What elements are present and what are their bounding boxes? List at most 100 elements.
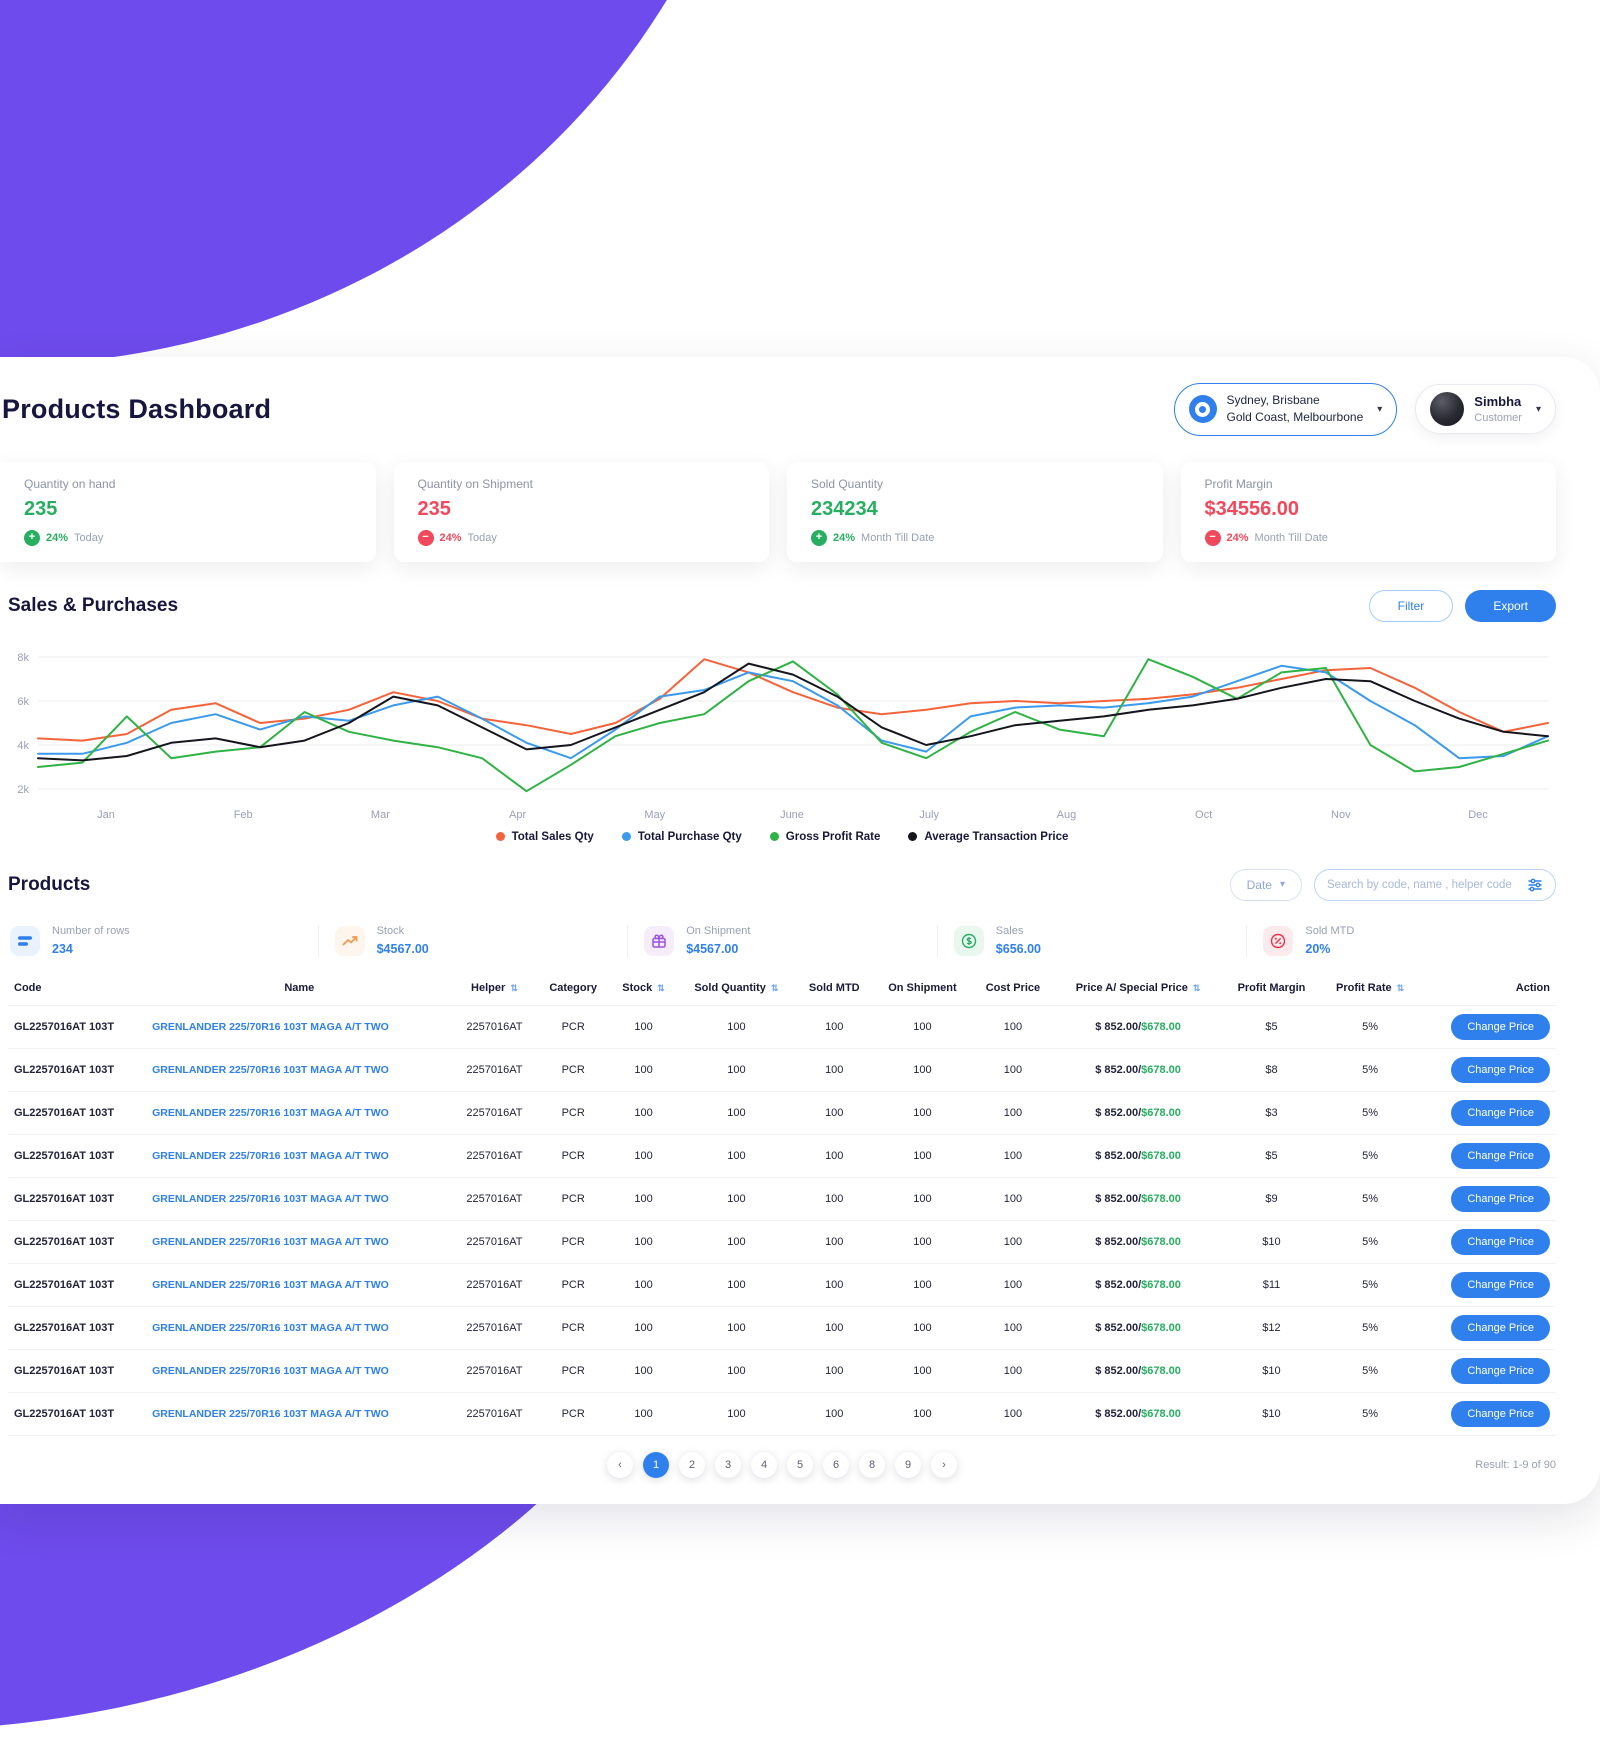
cell-action: Change Price xyxy=(1419,1048,1556,1093)
product-name-link[interactable]: GRENLANDER 225/70R16 103T MAGA A/T TWO xyxy=(152,1193,389,1206)
search-box[interactable] xyxy=(1314,868,1556,901)
pagination-page-9[interactable]: 9 xyxy=(895,1452,921,1479)
product-name-link[interactable]: GRENLANDER 225/70R16 103T MAGA A/T TWO xyxy=(152,1150,389,1163)
column-header-profit_rate[interactable]: Profit Rate ⇅ xyxy=(1320,971,1420,1007)
change-price-button[interactable]: Change Price xyxy=(1451,1014,1550,1041)
special-price: $678.00 xyxy=(1141,1021,1181,1034)
cell-code: GL2257016AT 103T xyxy=(8,1091,147,1136)
cell-stock: 100 xyxy=(609,1349,678,1394)
change-price-button[interactable]: Change Price xyxy=(1451,1401,1550,1428)
svg-text:Nov: Nov xyxy=(1331,809,1351,821)
pagination-prev[interactable]: ‹ xyxy=(607,1452,633,1479)
cell-profit_rate: 5% xyxy=(1320,1306,1420,1351)
cell-stock: 100 xyxy=(609,1263,678,1308)
sort-icon[interactable]: ⇅ xyxy=(1192,983,1201,994)
column-header-helper[interactable]: Helper ⇅ xyxy=(452,971,537,1007)
stat-value: 235 xyxy=(417,497,451,520)
change-price-button[interactable]: Change Price xyxy=(1451,1057,1550,1084)
cell-sold_quantity: 100 xyxy=(677,1091,796,1136)
location-selector[interactable]: Sydney, Brisbane Gold Coast, Melbourbone… xyxy=(1173,383,1398,436)
table-row: GL2257016AT 103T GRENLANDER 225/70R16 103… xyxy=(8,1005,1556,1050)
cell-sold_mtd: 100 xyxy=(795,1349,873,1394)
product-name-link[interactable]: GRENLANDER 225/70R16 103T MAGA A/T TWO xyxy=(152,1064,389,1077)
change-price-button[interactable]: Change Price xyxy=(1451,1143,1550,1170)
product-name-link[interactable]: GRENLANDER 225/70R16 103T MAGA A/T TWO xyxy=(152,1021,389,1034)
pagination-page-3[interactable]: 3 xyxy=(715,1452,741,1479)
cell-helper: 2257016AT xyxy=(452,1263,537,1308)
product-name-link[interactable]: GRENLANDER 225/70R16 103T MAGA A/T TWO xyxy=(152,1408,389,1421)
export-button[interactable]: Export xyxy=(1465,589,1556,622)
cell-category: PCR xyxy=(536,1005,610,1050)
svg-text:May: May xyxy=(644,809,665,821)
cell-action: Change Price xyxy=(1419,1263,1556,1308)
sort-icon[interactable]: ⇅ xyxy=(1396,983,1405,994)
cell-cost_price: 100 xyxy=(972,1091,1054,1136)
table-header-row: Code Name Helper ⇅ Category Stock ⇅ Sold Quan… xyxy=(8,971,1556,1007)
percent-icon xyxy=(1263,925,1294,956)
sort-icon[interactable]: ⇅ xyxy=(657,983,665,994)
price-separator: / xyxy=(1138,1365,1142,1378)
legend-dot-icon xyxy=(769,832,779,842)
cell-action: Change Price xyxy=(1419,1005,1556,1050)
stat-label: Sold Quantity xyxy=(811,476,884,491)
cell-sold_quantity: 100 xyxy=(677,1349,796,1394)
change-price-button[interactable]: Change Price xyxy=(1451,1100,1550,1127)
price-separator: / xyxy=(1138,1064,1142,1077)
sort-icon[interactable]: ⇅ xyxy=(510,983,518,994)
table-row: GL2257016AT 103T GRENLANDER 225/70R16 103… xyxy=(8,1134,1556,1179)
change-price-button[interactable]: Change Price xyxy=(1451,1186,1550,1213)
cell-on_shipment: 100 xyxy=(872,1177,973,1222)
column-header-sold_quantity[interactable]: Sold Quantity ⇅ xyxy=(677,971,796,1007)
column-header-stock[interactable]: Stock ⇅ xyxy=(609,971,678,1007)
user-menu[interactable]: Simbha Customer ▾ xyxy=(1415,384,1556,435)
minus-badge-icon: − xyxy=(1204,529,1221,546)
filter-sliders-icon[interactable] xyxy=(1527,877,1543,893)
column-header-price[interactable]: Price A/ Special Price ⇅ xyxy=(1053,971,1223,1007)
cell-sold_mtd: 100 xyxy=(795,1048,873,1093)
cell-helper: 2257016AT xyxy=(452,1349,537,1394)
cell-sold_quantity: 100 xyxy=(677,1134,796,1179)
product-name-link[interactable]: GRENLANDER 225/70R16 103T MAGA A/T TWO xyxy=(152,1365,389,1378)
cell-name: GRENLANDER 225/70R16 103T MAGA A/T TWO xyxy=(146,1263,453,1308)
stat-delta-period: Today xyxy=(74,531,104,544)
pagination-page-2[interactable]: 2 xyxy=(679,1452,705,1479)
cell-name: GRENLANDER 225/70R16 103T MAGA A/T TWO xyxy=(146,1005,453,1050)
cell-sold_mtd: 100 xyxy=(795,1220,873,1265)
pagination-page-6[interactable]: 6 xyxy=(823,1452,849,1479)
change-price-button[interactable]: Change Price xyxy=(1451,1229,1550,1256)
pagination-page-4[interactable]: 4 xyxy=(751,1452,777,1479)
stat-delta-row: +24% Month Till Date xyxy=(811,529,1143,546)
pagination-page-8[interactable]: 8 xyxy=(859,1452,885,1479)
pagination-next[interactable]: › xyxy=(931,1452,957,1479)
chart-legend: Total Sales Qty Total Purchase Qty Gross P… xyxy=(8,831,1556,843)
product-name-link[interactable]: GRENLANDER 225/70R16 103T MAGA A/T TWO xyxy=(152,1279,389,1292)
filter-button[interactable]: Filter xyxy=(1368,589,1454,622)
svg-text:2k: 2k xyxy=(17,784,29,796)
svg-text:6k: 6k xyxy=(17,696,29,708)
date-filter[interactable]: Date ▾ xyxy=(1229,868,1302,901)
product-name-link[interactable]: GRENLANDER 225/70R16 103T MAGA A/T TWO xyxy=(152,1236,389,1249)
pagination-page-5[interactable]: 5 xyxy=(787,1452,813,1479)
svg-text:Oct: Oct xyxy=(1195,809,1212,821)
cell-sold_quantity: 100 xyxy=(677,1263,796,1308)
sort-icon[interactable]: ⇅ xyxy=(770,983,779,994)
metric-value: 20% xyxy=(1305,941,1331,956)
svg-text:4k: 4k xyxy=(17,740,29,752)
search-input[interactable] xyxy=(1327,878,1519,891)
legend-label: Total Purchase Qty xyxy=(637,830,742,843)
pagination-page-1[interactable]: 1 xyxy=(643,1452,669,1479)
price-a: $ 852.00 xyxy=(1095,1279,1139,1292)
column-header-category: Category xyxy=(536,971,610,1007)
cell-code: GL2257016AT 103T xyxy=(8,1177,147,1222)
product-name-link[interactable]: GRENLANDER 225/70R16 103T MAGA A/T TWO xyxy=(152,1322,389,1335)
change-price-button[interactable]: Change Price xyxy=(1451,1315,1550,1342)
product-name-link[interactable]: GRENLANDER 225/70R16 103T MAGA A/T TWO xyxy=(152,1107,389,1120)
change-price-button[interactable]: Change Price xyxy=(1451,1358,1550,1385)
dashboard-card: Products Dashboard Sydney, Brisbane Gold… xyxy=(0,357,1600,1505)
cell-stock: 100 xyxy=(609,1048,678,1093)
stat-card-quantity-on-hand: Quantity on hand 235 +24% Today xyxy=(0,461,376,562)
change-price-button[interactable]: Change Price xyxy=(1451,1272,1550,1299)
metric-text: Number of rows 234 xyxy=(52,925,130,957)
products-metrics-row: Number of rows 234 Stock $4567.00 On Shipmen… xyxy=(8,919,1556,969)
